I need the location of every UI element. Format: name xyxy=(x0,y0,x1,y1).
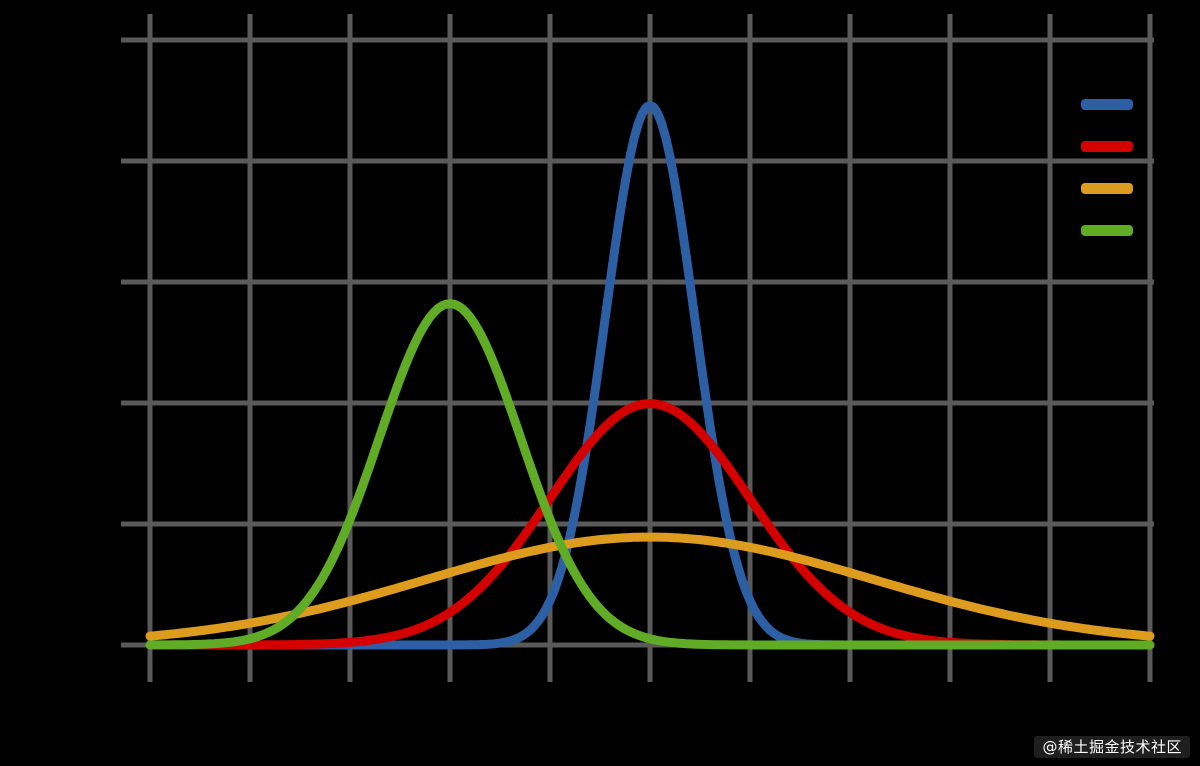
chart-legend xyxy=(1081,99,1133,236)
legend-swatch-4 xyxy=(1081,225,1133,236)
legend-swatch-3 xyxy=(1081,183,1133,194)
series-curve-3 xyxy=(145,532,1155,641)
watermark: @稀土掘金技术社区 xyxy=(1034,736,1190,758)
series-curve-4 xyxy=(145,299,1155,650)
legend-swatch-1 xyxy=(1081,99,1133,110)
legend-swatch-2 xyxy=(1081,141,1133,152)
